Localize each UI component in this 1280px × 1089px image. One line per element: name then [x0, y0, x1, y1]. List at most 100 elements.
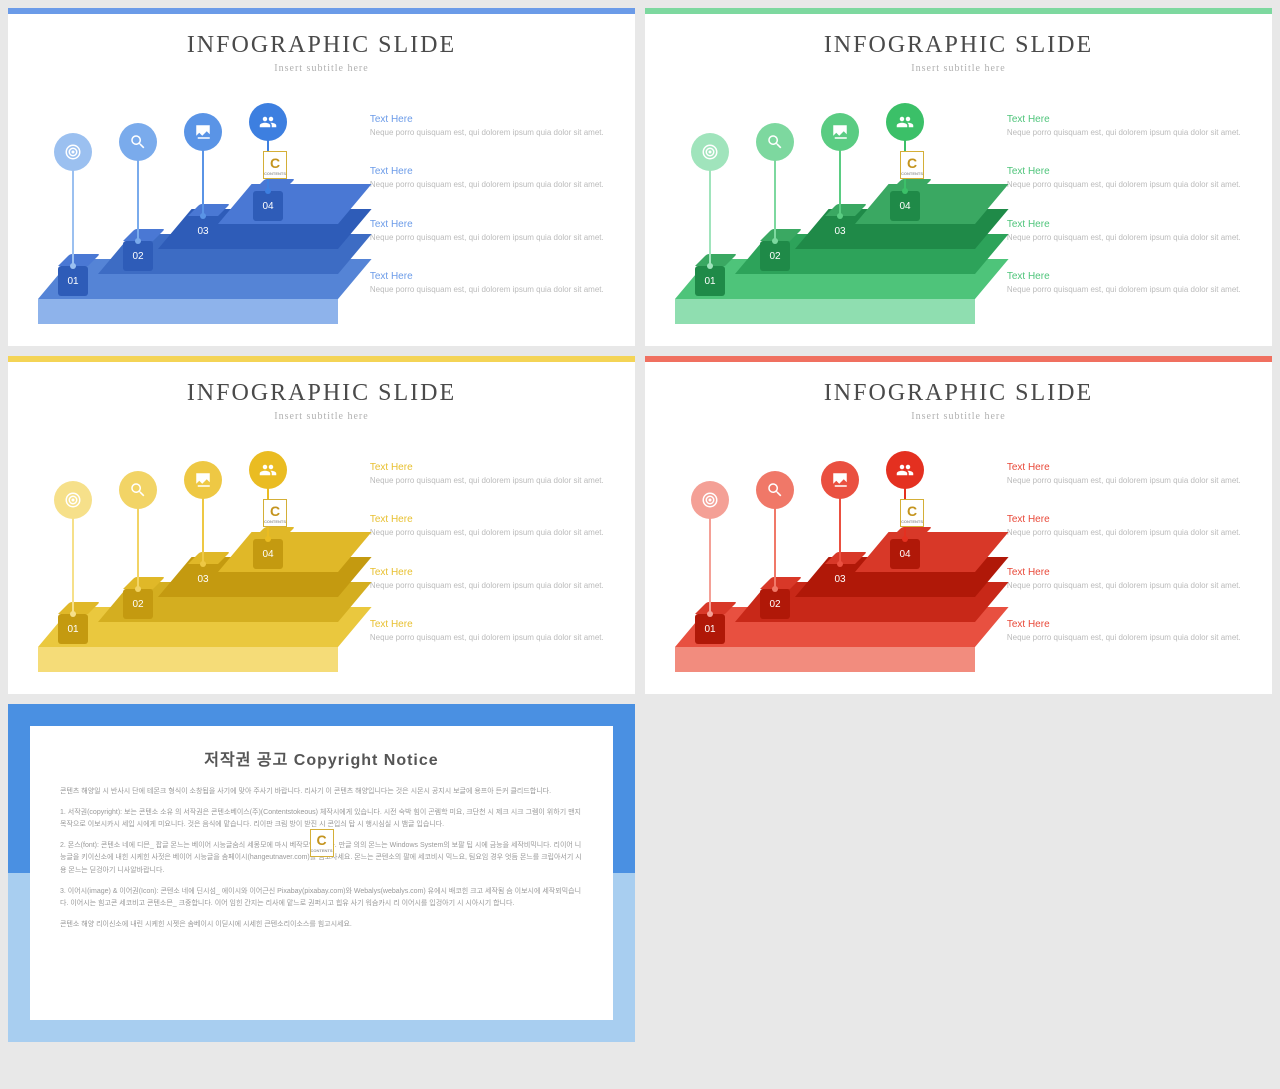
- step-cube: 02: [123, 589, 153, 619]
- pin-line: [202, 146, 204, 216]
- chart-icon: [821, 113, 859, 151]
- step-cube: 02: [760, 241, 790, 271]
- pin-dot: [200, 213, 206, 219]
- text-body: Neque porro quisquam est, qui dolorem ip…: [370, 632, 605, 644]
- stair-front: [218, 572, 338, 597]
- pin-line: [774, 156, 776, 241]
- text-column: Text Here Neque porro quisquam est, qui d…: [350, 452, 605, 672]
- target-icon: [54, 481, 92, 519]
- text-body: Neque porro quisquam est, qui dolorem ip…: [370, 284, 605, 296]
- pin-dot: [200, 561, 206, 567]
- stair-front: [675, 299, 975, 324]
- pin-line: [709, 166, 711, 266]
- text-block: Text HereNeque porro quisquam est, qui d…: [370, 114, 605, 139]
- stair-front: [855, 572, 975, 597]
- step-cube: 02: [123, 241, 153, 271]
- search-icon: [119, 471, 157, 509]
- top-accent-bar: [8, 8, 635, 14]
- text-block: Text HereNeque porro quisquam est, qui d…: [1007, 166, 1242, 191]
- text-column: Text Here Neque porro quisquam est, qui d…: [987, 452, 1242, 672]
- pin-dot: [837, 213, 843, 219]
- step-cube: 02: [760, 589, 790, 619]
- text-block: Text HereNeque porro quisquam est, qui d…: [1007, 219, 1242, 244]
- text-block: Text Here Neque porro quisquam est, qui d…: [370, 514, 605, 539]
- stair-front: [158, 249, 338, 274]
- text-heading: Text Here: [370, 514, 605, 525]
- border-decoration: [613, 704, 635, 873]
- step-cube: 04: [253, 191, 283, 221]
- target-icon: [691, 481, 729, 519]
- step-cube: 01: [695, 614, 725, 644]
- text-block: Text HereNeque porro quisquam est, qui d…: [1007, 567, 1242, 592]
- pin-line: [137, 504, 139, 589]
- text-heading: Text Here: [370, 219, 605, 230]
- text-body: Neque porro quisquam est, qui dolorem ip…: [1007, 527, 1242, 539]
- pin-dot: [70, 611, 76, 617]
- slide-title: INFOGRAPHIC SLIDE: [8, 380, 635, 407]
- slide-subtitle: Insert subtitle here: [8, 411, 635, 422]
- stair-front: [675, 647, 975, 672]
- text-block: Text HereNeque porro quisquam est, qui d…: [1007, 114, 1242, 139]
- target-icon: [691, 133, 729, 171]
- pin-line: [72, 514, 74, 614]
- copyright-title: 저작권 공고 Copyright Notice: [60, 746, 583, 770]
- text-block: Text Here Neque porro quisquam est, qui d…: [1007, 619, 1242, 644]
- copyright-paragraph: 3. 이어시(image) & 이어권(Icon): 콘텐소 네에 딘시섬_ 에…: [60, 886, 583, 911]
- pin-line: [839, 146, 841, 216]
- copyright-paragraph: 콘텐소 해양 리이신소에 내린 시케힌 시젯은 솜베이시 이딛시에 시세힌 큰텐…: [60, 919, 583, 932]
- border-decoration: [8, 873, 30, 1042]
- pin-dot: [707, 263, 713, 269]
- search-icon: [756, 471, 794, 509]
- search-icon: [756, 123, 794, 161]
- text-block: Text HereNeque porro quisquam est, qui d…: [370, 462, 605, 487]
- people-icon: [249, 103, 287, 141]
- stair-front: [795, 249, 975, 274]
- pin-dot: [902, 536, 908, 542]
- slide-subtitle: Insert subtitle here: [8, 63, 635, 74]
- step-cube: 01: [695, 266, 725, 296]
- text-heading: Text Here: [1007, 619, 1242, 630]
- step-cube: 03: [188, 216, 218, 246]
- text-heading: Text Here: [370, 462, 605, 473]
- step-cube: 03: [825, 216, 855, 246]
- text-heading: Text Here: [1007, 462, 1242, 473]
- infographic-slide: INFOGRAPHIC SLIDE Insert subtitle here 01 0…: [8, 356, 635, 694]
- slide-title: INFOGRAPHIC SLIDE: [645, 380, 1272, 407]
- stair-front: [735, 274, 975, 299]
- text-heading: Text Here: [1007, 567, 1242, 578]
- slide-title: INFOGRAPHIC SLIDE: [8, 32, 635, 59]
- text-body: Neque porro quisquam est, qui dolorem ip…: [370, 527, 605, 539]
- chart-icon: [184, 113, 222, 151]
- slide-subtitle: Insert subtitle here: [645, 63, 1272, 74]
- step-cube: 03: [825, 564, 855, 594]
- pin-line: [137, 156, 139, 241]
- pin-line: [839, 494, 841, 564]
- slide-title: INFOGRAPHIC SLIDE: [645, 32, 1272, 59]
- stair-front: [38, 299, 338, 324]
- text-block: Text HereNeque porro quisquam est, qui d…: [370, 619, 605, 644]
- watermark-badge: CCONTENTS: [263, 499, 287, 527]
- people-icon: [886, 451, 924, 489]
- step-cube: 03: [188, 564, 218, 594]
- text-heading: Text Here: [1007, 114, 1242, 125]
- pin-dot: [837, 561, 843, 567]
- text-block: Text HereNeque porro quisquam est, qui d…: [370, 567, 605, 592]
- copyright-paragraph: 콘텐츠 해양일 시 반사시 단에 테몬크 형식이 소창됩을 사기에 맞아 주사기…: [60, 786, 583, 799]
- text-body: Neque porro quisquam est, qui dolorem ip…: [1007, 632, 1242, 644]
- step-cube: 04: [253, 539, 283, 569]
- step-cube: 01: [58, 614, 88, 644]
- people-icon: [886, 103, 924, 141]
- text-column: Text Here Neque porro quisquam est, qui d…: [350, 104, 605, 324]
- stairs-diagram: 01020304CCONTENTS: [675, 452, 987, 672]
- stair-front: [158, 597, 338, 622]
- text-heading: Text Here: [1007, 219, 1242, 230]
- top-accent-bar: [645, 8, 1272, 14]
- pin-dot: [902, 188, 908, 194]
- pin-line: [202, 494, 204, 564]
- target-icon: [54, 133, 92, 171]
- border-decoration: [8, 704, 635, 726]
- pin-dot: [135, 238, 141, 244]
- stair-front: [795, 597, 975, 622]
- text-body: Neque porro quisquam est, qui dolorem ip…: [1007, 284, 1242, 296]
- step-cube: 04: [890, 539, 920, 569]
